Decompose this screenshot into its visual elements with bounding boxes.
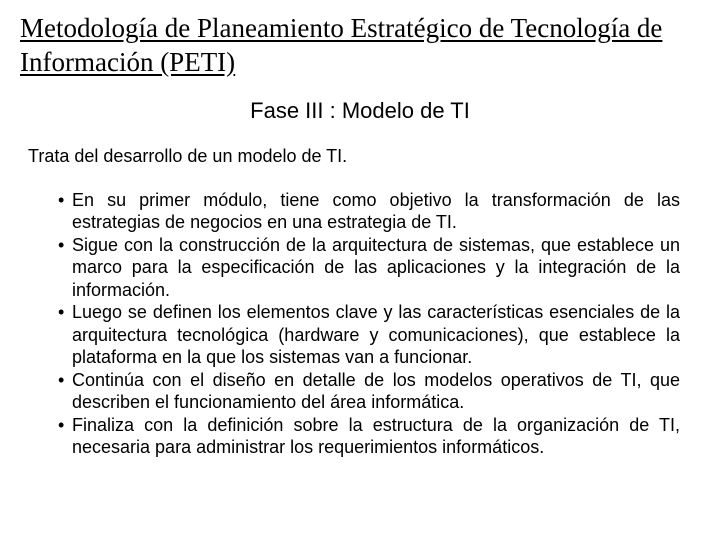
bullet-list: En su primer módulo, tiene como objetivo… (58, 189, 680, 459)
list-item: Sigue con la construcción de la arquitec… (58, 234, 680, 302)
page-subtitle: Fase III : Modelo de TI (20, 98, 700, 124)
list-item: Continúa con el diseño en detalle de los… (58, 369, 680, 414)
intro-text: Trata del desarrollo de un modelo de TI. (28, 146, 700, 167)
list-item: Finaliza con la definición sobre la estr… (58, 414, 680, 459)
slide: Metodología de Planeamiento Estratégico … (0, 0, 720, 540)
page-title: Metodología de Planeamiento Estratégico … (20, 12, 700, 80)
list-item: Luego se definen los elementos clave y l… (58, 301, 680, 369)
list-item: En su primer módulo, tiene como objetivo… (58, 189, 680, 234)
